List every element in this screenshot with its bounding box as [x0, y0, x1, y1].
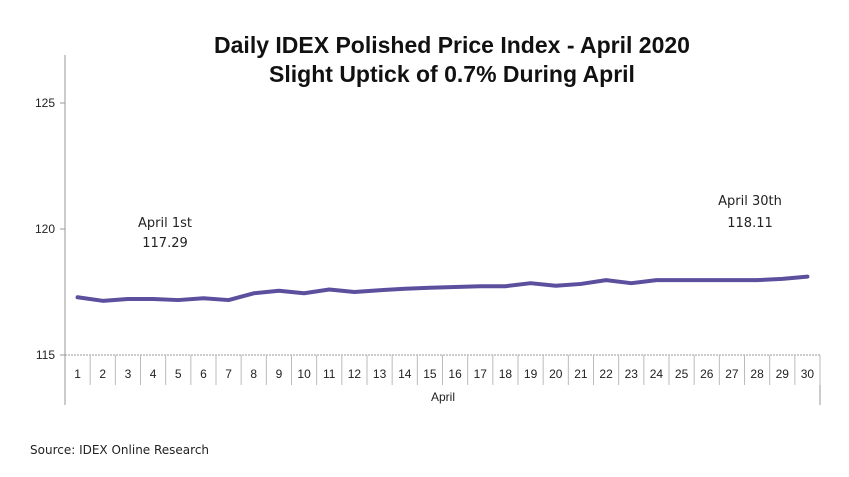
x-tick-label: 28 [750, 367, 764, 381]
x-tick-label: 10 [297, 367, 311, 381]
x-tick-label: 9 [276, 367, 283, 381]
x-tick-label: 17 [474, 367, 488, 381]
x-tick-label: 18 [499, 367, 513, 381]
annotation-start-value: 117.29 [142, 236, 188, 251]
x-tick-label: 13 [373, 367, 387, 381]
x-tick-label: 23 [625, 367, 639, 381]
x-tick-label: 26 [700, 367, 714, 381]
annotation-start-label: April 1st [138, 216, 192, 231]
source-note: Source: IDEX Online Research [30, 443, 210, 457]
x-tick-label: 30 [801, 367, 815, 381]
annotation-end-label: April 30th [718, 194, 782, 209]
chart: Daily IDEX Polished Price Index - April … [35, 32, 821, 405]
annotation-end-value: 118.11 [727, 216, 773, 231]
y-tick-label: 115 [36, 348, 55, 362]
x-tick-label: 2 [99, 367, 106, 381]
chart-title: Daily IDEX Polished Price Index - April … [214, 32, 690, 58]
x-tick-label: 4 [150, 367, 157, 381]
x-tick-label: 12 [348, 367, 362, 381]
y-tick-label: 120 [35, 222, 55, 236]
x-tick-label: 27 [725, 367, 739, 381]
x-tick-label: 22 [599, 367, 613, 381]
x-tick-label: 24 [650, 367, 664, 381]
x-tick-label: 20 [549, 367, 563, 381]
x-tick-label: 14 [398, 367, 412, 381]
x-tick-label: 7 [225, 367, 232, 381]
x-tick-label: 21 [574, 367, 588, 381]
x-tick-label: 19 [524, 367, 538, 381]
x-tick-label: 3 [125, 367, 132, 381]
series-line [75, 274, 810, 303]
x-tick-label: 1 [74, 367, 81, 381]
x-tick-label: 15 [423, 367, 437, 381]
x-tick-label: 29 [776, 367, 790, 381]
y-tick-label: 125 [35, 96, 55, 110]
x-axis-label: April [431, 390, 455, 404]
x-tick-label: 6 [200, 367, 207, 381]
x-tick-label: 25 [675, 367, 689, 381]
x-tick-label: 11 [323, 367, 336, 381]
chart-subtitle: Slight Uptick of 0.7% During April [269, 61, 635, 87]
x-tick-label: 5 [175, 367, 182, 381]
x-tick-label: 16 [448, 367, 462, 381]
x-tick-label: 8 [250, 367, 257, 381]
